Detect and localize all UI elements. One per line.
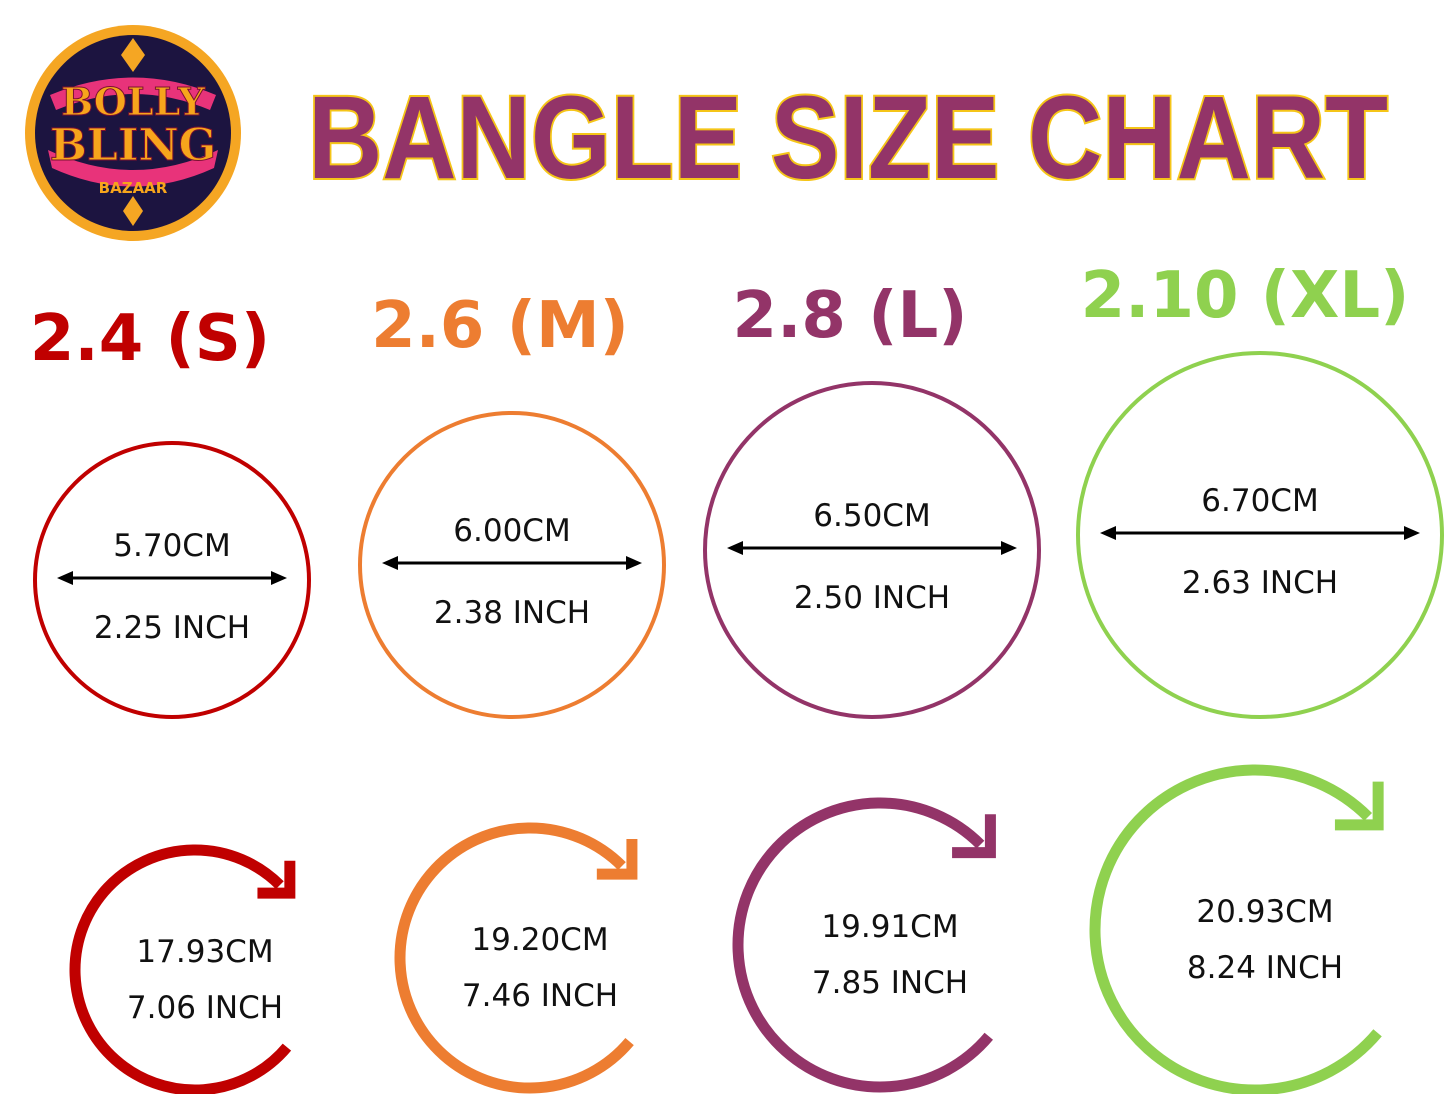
diameter-inch: 2.25 INCH bbox=[94, 610, 250, 646]
diameter-inch: 2.63 INCH bbox=[1182, 565, 1338, 601]
logo-diamond-icon bbox=[123, 196, 143, 226]
arrow-right-icon bbox=[1001, 541, 1017, 555]
diameter-circle bbox=[358, 411, 666, 719]
circumference-inch: 7.06 INCH bbox=[127, 990, 283, 1026]
diameter-cm: 6.00CM bbox=[453, 513, 570, 549]
arrowhead-icon bbox=[1334, 781, 1384, 831]
arrow-right-icon bbox=[271, 571, 287, 585]
arrow-left-icon bbox=[727, 541, 743, 555]
diameter-cm: 6.70CM bbox=[1201, 483, 1318, 519]
diameter-inch: 2.38 INCH bbox=[434, 595, 590, 631]
logo-banner-bottom bbox=[48, 150, 218, 187]
arrow-left-icon bbox=[1100, 526, 1116, 540]
logo-diamond-icon bbox=[121, 38, 145, 72]
logo: BOLLY BLING BAZAAR bbox=[25, 25, 241, 241]
size-label: 2.4 (S) bbox=[30, 302, 270, 376]
diameter-cm: 5.70CM bbox=[113, 528, 230, 564]
diameter-cm: 6.50CM bbox=[813, 498, 930, 534]
size-label: 2.8 (L) bbox=[733, 279, 968, 353]
diameter-circle bbox=[33, 441, 311, 719]
arrowhead-icon bbox=[596, 838, 638, 880]
circumference-cm: 17.93CM bbox=[136, 934, 273, 970]
circumference-inch: 7.46 INCH bbox=[462, 978, 618, 1014]
size-column: 2.8 (L) 6.50CM 2.50 INCH 19.91CM 7.85 INCH bbox=[703, 279, 1041, 1093]
circumference-inch: 7.85 INCH bbox=[812, 965, 968, 1001]
logo-text-bolly: BOLLY bbox=[61, 79, 206, 124]
arrow-left-icon bbox=[57, 571, 73, 585]
size-label: 2.10 (XL) bbox=[1081, 259, 1410, 333]
logo-banner-top bbox=[50, 77, 216, 110]
size-column: 2.4 (S) 5.70CM 2.25 INCH 17.93CM 7.06 INCH bbox=[30, 302, 311, 1094]
circumference-cm: 20.93CM bbox=[1196, 894, 1333, 930]
logo-text-bling: BLING bbox=[50, 120, 217, 171]
circumference-arc bbox=[732, 797, 993, 1093]
arrowhead-icon bbox=[257, 860, 296, 899]
diameter-inch: 2.50 INCH bbox=[794, 580, 950, 616]
circumference-cm: 19.91CM bbox=[821, 909, 958, 945]
size-label: 2.6 (M) bbox=[371, 289, 629, 363]
page-title: BANGLE SIZE CHART bbox=[308, 72, 1388, 204]
arrow-left-icon bbox=[382, 556, 398, 570]
arrowhead-icon bbox=[952, 814, 996, 859]
size-column: 2.10 (XL) 6.70CM 2.63 INCH 20.93CM 8.24 INCH bbox=[1076, 259, 1444, 1094]
circumference-arc bbox=[1089, 764, 1382, 1094]
circumference-cm: 19.20CM bbox=[471, 922, 608, 958]
size-column: 2.6 (M) 6.00CM 2.38 INCH 19.20CM 7.46 INCH bbox=[358, 289, 666, 1094]
circumference-arc bbox=[69, 844, 292, 1094]
circumference-inch: 8.24 INCH bbox=[1187, 950, 1343, 986]
circumference-arc bbox=[394, 822, 634, 1094]
arrow-right-icon bbox=[1404, 526, 1420, 540]
diameter-circle bbox=[703, 381, 1041, 719]
arrow-right-icon bbox=[626, 556, 642, 570]
logo-text-bazaar: BAZAAR bbox=[99, 179, 168, 197]
diameter-circle bbox=[1076, 351, 1444, 719]
